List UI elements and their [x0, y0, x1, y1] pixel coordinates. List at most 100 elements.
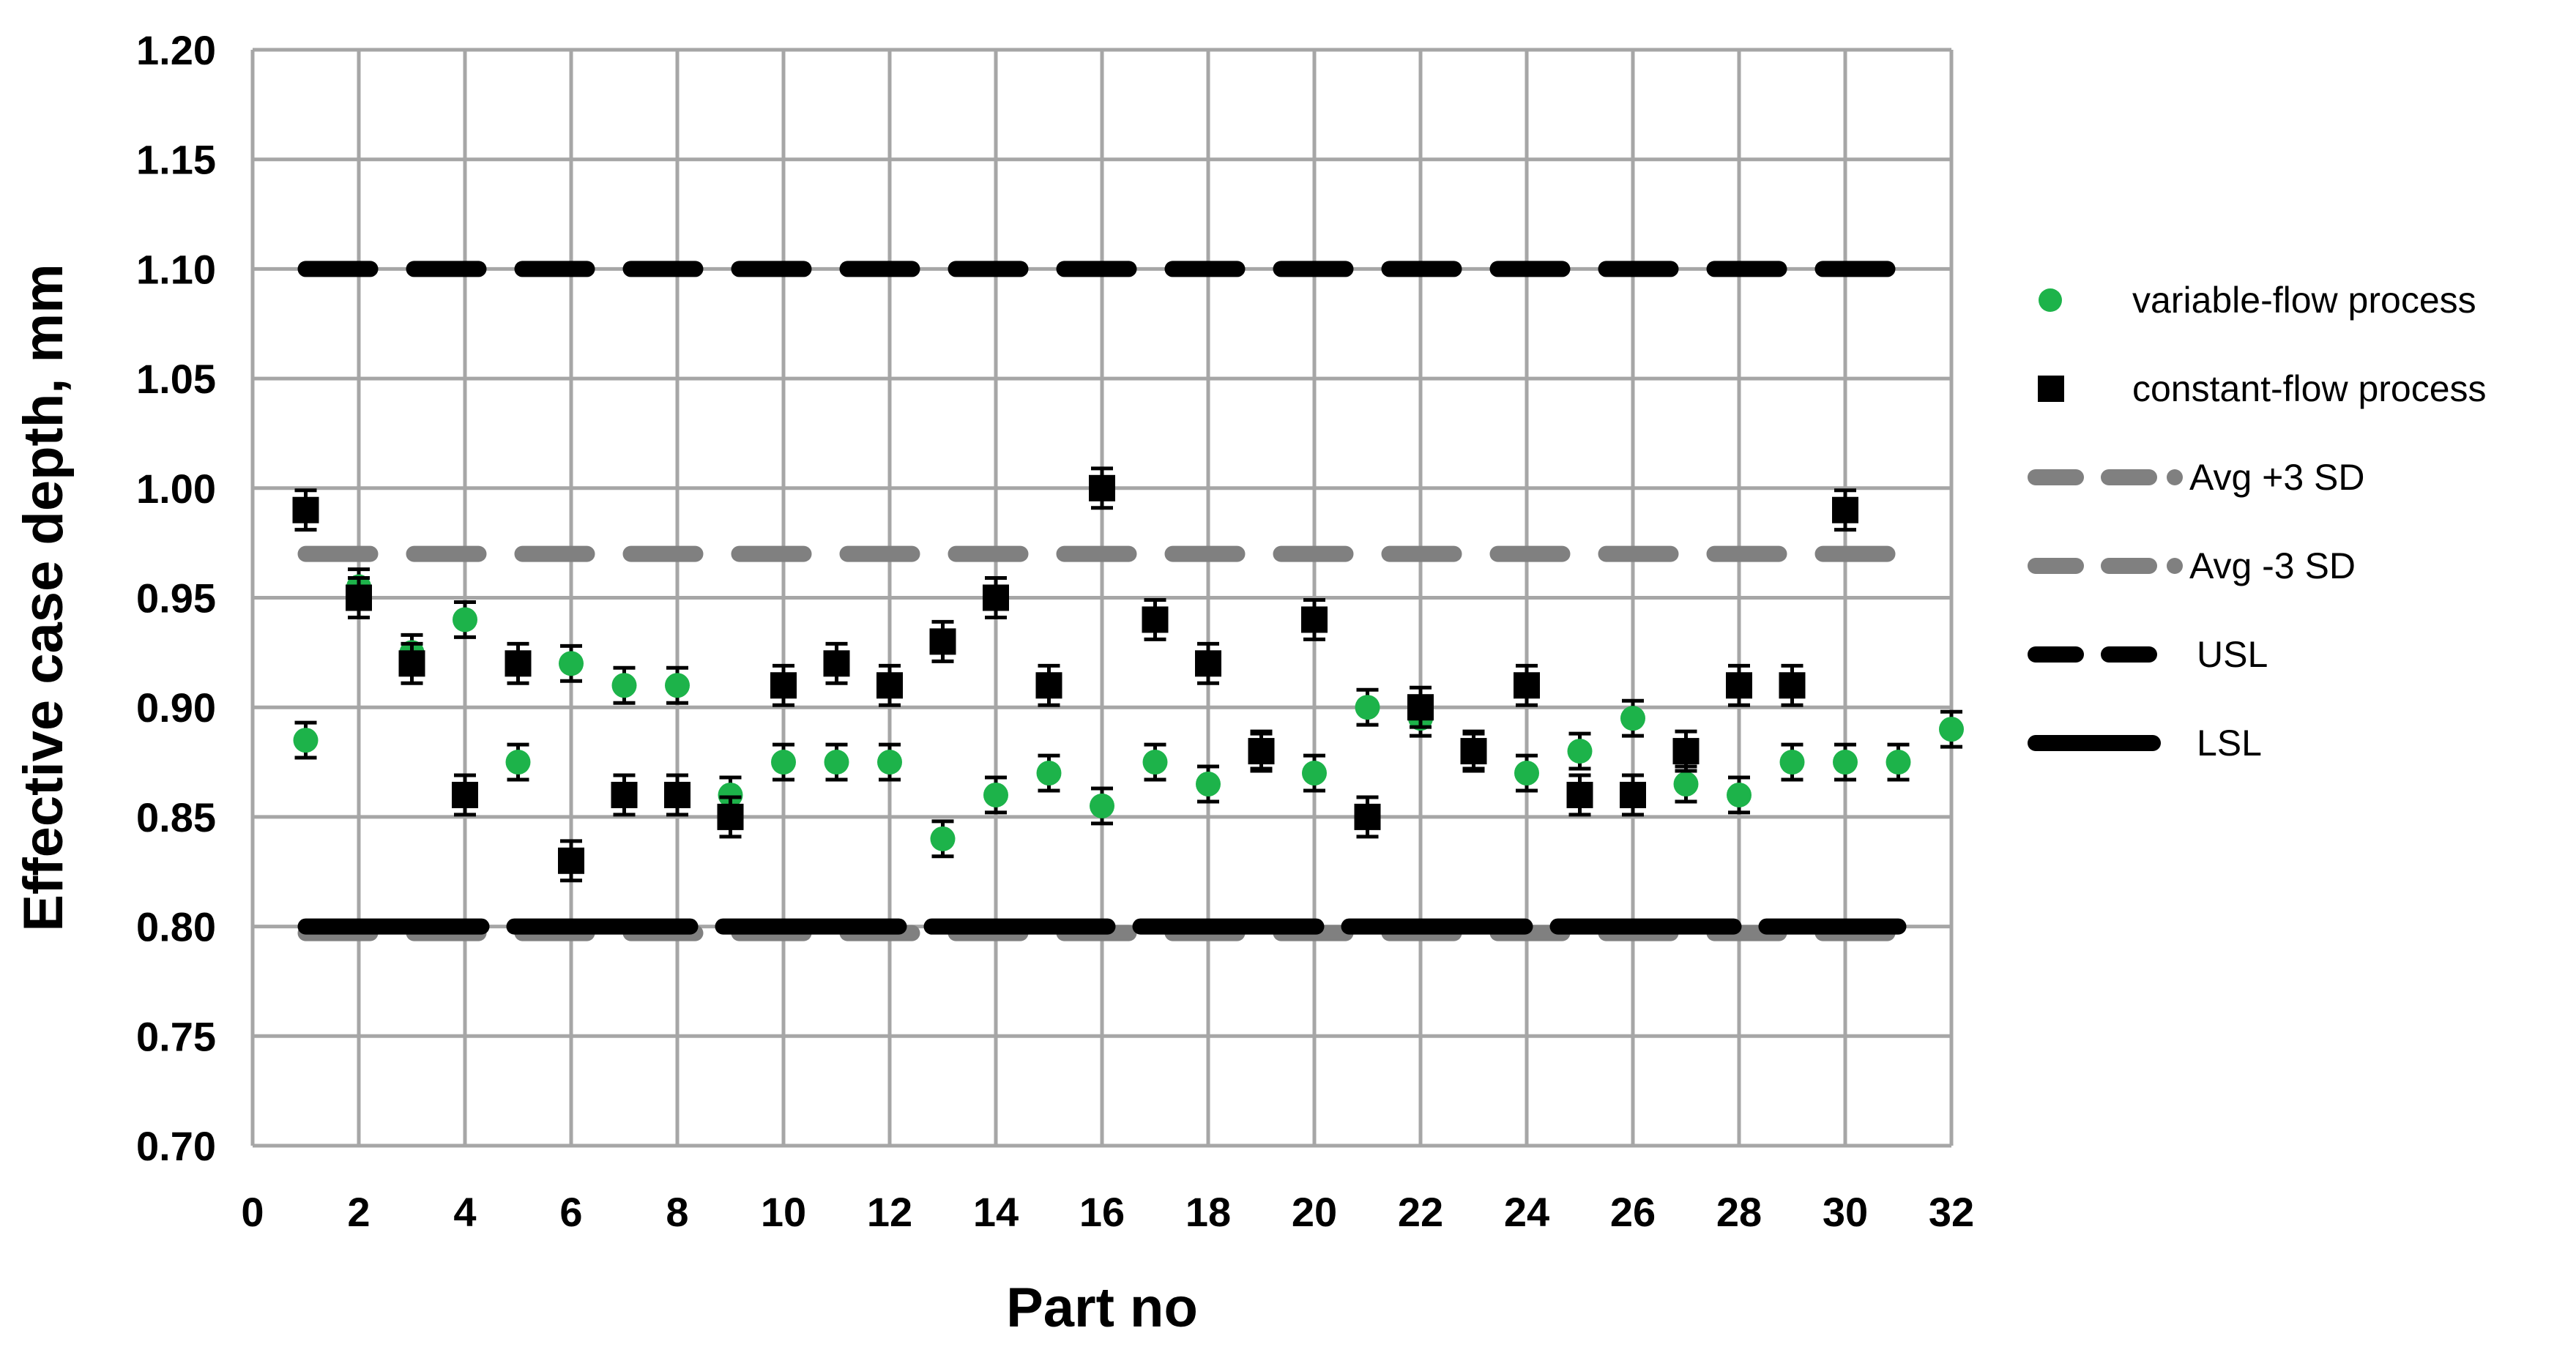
x-tick-label: 8	[666, 1189, 688, 1235]
point-variable-flow-process	[718, 782, 743, 807]
point-variable-flow-process	[824, 750, 849, 775]
legend: variable-flow process constant-flow proce…	[2028, 280, 2487, 764]
point-variable-flow-process	[1727, 782, 1752, 807]
point-constant-flow-process	[292, 496, 319, 523]
point-constant-flow-process	[1672, 738, 1700, 765]
y-tick-label: 0.70	[136, 1123, 216, 1169]
point-variable-flow-process	[1355, 695, 1380, 720]
point-variable-flow-process	[771, 750, 796, 775]
point-constant-flow-process	[1779, 672, 1806, 699]
point-constant-flow-process	[1301, 606, 1328, 633]
point-variable-flow-process	[1142, 750, 1168, 775]
x-tick-label: 28	[1716, 1189, 1762, 1235]
point-constant-flow-process	[1407, 694, 1434, 721]
y-tick-label: 0.95	[136, 575, 216, 622]
x-tick-label: 18	[1185, 1189, 1231, 1235]
x-tick-label: 2	[347, 1189, 370, 1235]
point-constant-flow-process	[452, 781, 478, 808]
point-variable-flow-process	[453, 607, 477, 633]
point-variable-flow-process	[611, 673, 637, 698]
point-variable-flow-process	[930, 826, 956, 851]
y-tick-label: 1.10	[136, 246, 216, 292]
point-variable-flow-process	[1620, 706, 1645, 731]
x-tick-label: 20	[1292, 1189, 1337, 1235]
point-constant-flow-process	[1035, 672, 1062, 699]
point-variable-flow-process	[1567, 739, 1593, 764]
x-tick-label: 30	[1823, 1189, 1868, 1235]
legend-label-constant-flow-process: constant-flow process	[2132, 368, 2487, 409]
point-constant-flow-process	[717, 803, 744, 830]
legend-label-avg-3-sd: Avg -3 SD	[2189, 545, 2356, 586]
reference-lines	[297, 261, 1907, 941]
point-variable-flow-process	[877, 750, 902, 775]
y-tick-label: 0.85	[136, 794, 216, 840]
point-variable-flow-process	[293, 728, 319, 753]
point-constant-flow-process	[929, 628, 956, 655]
point-constant-flow-process	[664, 781, 690, 808]
point-variable-flow-process	[1036, 761, 1062, 786]
point-variable-flow-process	[1196, 771, 1221, 796]
point-constant-flow-process	[1248, 738, 1275, 765]
legend-label-lsl: LSL	[2197, 723, 2262, 764]
point-constant-flow-process	[1142, 606, 1169, 633]
point-constant-flow-process	[876, 672, 903, 699]
point-constant-flow-process	[1089, 474, 1115, 501]
x-tick-label: 26	[1610, 1189, 1656, 1235]
y-tick-label: 1.15	[136, 137, 216, 183]
legend-marker-variable-flow-process	[2039, 288, 2062, 312]
x-tick-label: 12	[867, 1189, 912, 1235]
point-constant-flow-process	[1832, 496, 1858, 523]
x-tick-label: 14	[973, 1189, 1019, 1235]
x-tick-label: 4	[453, 1189, 476, 1235]
x-tick-label: 16	[1079, 1189, 1125, 1235]
x-axis-title: Part no	[1006, 1277, 1198, 1339]
point-constant-flow-process	[823, 650, 850, 677]
point-variable-flow-process	[1302, 761, 1327, 786]
legend-marker-constant-flow-process	[2038, 376, 2064, 402]
x-tick-label: 6	[559, 1189, 582, 1235]
point-variable-flow-process	[1833, 750, 1858, 775]
point-variable-flow-process	[559, 651, 584, 676]
point-variable-flow-process	[665, 673, 690, 698]
x-tick-label: 32	[1929, 1189, 1974, 1235]
point-constant-flow-process	[505, 650, 532, 677]
x-tick-label: 0	[241, 1189, 264, 1235]
y-tick-label: 0.75	[136, 1013, 216, 1059]
y-tick-label: 0.80	[136, 904, 216, 950]
data-points	[292, 466, 1964, 883]
point-constant-flow-process	[770, 672, 797, 699]
y-tick-label: 0.90	[136, 684, 216, 731]
point-constant-flow-process	[1726, 672, 1752, 699]
point-constant-flow-process	[346, 584, 372, 611]
legend-marker-avg-3-sd	[2167, 558, 2183, 574]
point-constant-flow-process	[1460, 738, 1487, 765]
point-variable-flow-process	[1886, 750, 1911, 775]
x-tick-label: 10	[761, 1189, 806, 1235]
point-variable-flow-process	[1514, 761, 1539, 786]
y-tick-label: 1.20	[136, 27, 216, 73]
point-constant-flow-process	[1620, 781, 1646, 808]
y-axis-title: Effective case depth, mm	[12, 264, 75, 931]
x-tick-label: 24	[1504, 1189, 1549, 1235]
point-variable-flow-process	[983, 782, 1008, 807]
point-constant-flow-process	[1354, 803, 1381, 830]
point-variable-flow-process	[1779, 750, 1805, 775]
y-tick-label: 1.05	[136, 356, 216, 402]
point-constant-flow-process	[983, 584, 1009, 611]
tick-labels: 0 2 4 6 8 10 12 14 16 18 20 22 24 26 28 30 320.700.750.8…	[136, 27, 1974, 1235]
point-variable-flow-process	[1090, 793, 1114, 818]
x-tick-label: 22	[1398, 1189, 1443, 1235]
legend-label-usl: USL	[2197, 634, 2268, 675]
point-constant-flow-process	[1514, 672, 1540, 699]
point-variable-flow-process	[1939, 717, 1964, 742]
legend-label-variable-flow-process: variable-flow process	[2132, 280, 2476, 321]
point-variable-flow-process	[505, 750, 531, 775]
y-tick-label: 1.00	[136, 466, 216, 512]
point-constant-flow-process	[611, 781, 638, 808]
legend-label-avg-3-sd: Avg +3 SD	[2189, 457, 2365, 498]
point-constant-flow-process	[1195, 650, 1221, 677]
point-constant-flow-process	[1566, 781, 1593, 808]
point-constant-flow-process	[558, 847, 584, 874]
